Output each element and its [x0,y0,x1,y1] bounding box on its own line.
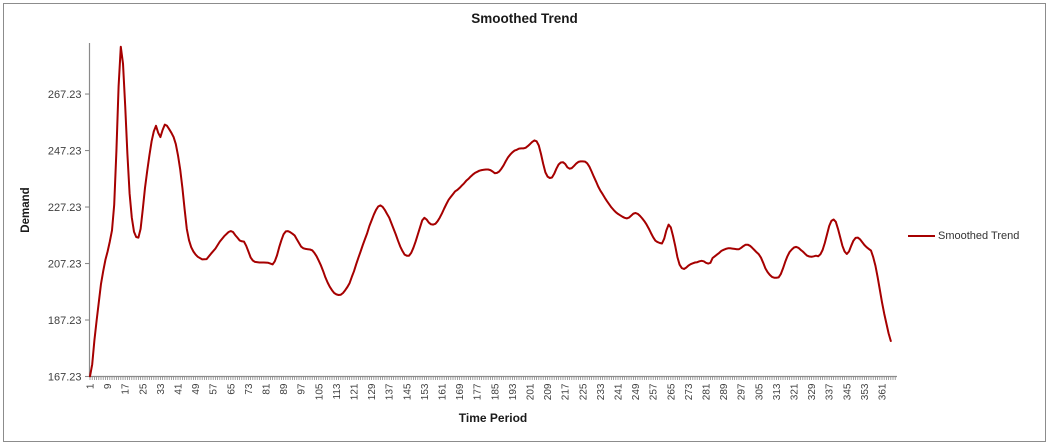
chart-title: Smoothed Trend [471,11,578,26]
series-line-smoothed-trend [89,45,892,378]
x-tick-label: 97 [297,383,308,395]
x-tick-label: 337 [825,383,836,400]
legend: Smoothed Trend [908,227,1019,245]
x-tick-label: 281 [702,383,713,400]
x-tick-label: 81 [262,383,273,395]
x-tick-label: 121 [350,383,361,400]
x-tick-label: 249 [631,383,642,400]
x-tick-label: 353 [860,383,871,400]
x-tick-label: 225 [578,383,589,400]
x-tick-label: 105 [314,383,325,400]
x-tick-label: 49 [191,383,202,395]
x-tick-label: 89 [279,383,290,395]
x-tick-label: 41 [174,383,185,395]
x-tick-label: 137 [385,383,396,400]
x-tick-label: 209 [543,383,554,400]
x-tick-label: 273 [684,383,695,400]
x-axis-title: Time Period [458,411,528,425]
x-tick-label: 289 [719,383,730,400]
y-axis-title: Demand [20,187,32,233]
x-tick-label: 193 [508,383,519,400]
x-tick-label: 57 [209,383,220,395]
x-tick-label: 177 [473,383,484,400]
y-tick-label: 247.23 [48,145,82,157]
x-tick-label: 161 [438,383,449,400]
y-tick-label: 167.23 [48,371,82,383]
x-tick-label: 129 [367,383,378,400]
x-tick-label: 297 [737,383,748,400]
x-tick-label: 185 [490,383,501,400]
x-tick-label: 153 [420,383,431,400]
x-tick-label: 73 [244,383,255,395]
x-tick-label: 17 [121,383,132,395]
x-tick-label: 329 [807,383,818,400]
legend-label: Smoothed Trend [938,230,1020,242]
x-tick-label: 145 [402,383,413,400]
y-tick-label: 267.23 [48,89,82,101]
x-tick-label: 257 [649,383,660,400]
x-tick-label: 9 [103,383,114,389]
x-tick-label: 321 [790,383,801,400]
x-tick-label: 113 [332,383,343,399]
x-tick-label: 217 [561,383,572,400]
x-tick-label: 169 [455,383,466,400]
x-tick-label: 25 [138,383,149,395]
y-tick-label: 227.23 [48,202,82,214]
x-tick-label: 361 [878,383,889,400]
x-tick-label: 241 [614,383,625,400]
x-tick-label: 313 [772,383,783,400]
x-tick-label: 265 [666,383,677,400]
legend-line-swatch [908,234,935,238]
x-tick-label: 65 [226,383,237,395]
chart-border-frame [3,3,1046,442]
y-tick-label: 187.23 [48,315,82,327]
y-tick-label: 207.23 [48,258,82,270]
x-tick-label: 33 [156,383,167,395]
x-tick-label: 233 [596,383,607,400]
x-tick-label: 1 [86,383,97,389]
x-tick-label: 345 [842,383,853,400]
x-tick-label: 305 [754,383,765,400]
x-tick-label: 201 [526,383,537,400]
